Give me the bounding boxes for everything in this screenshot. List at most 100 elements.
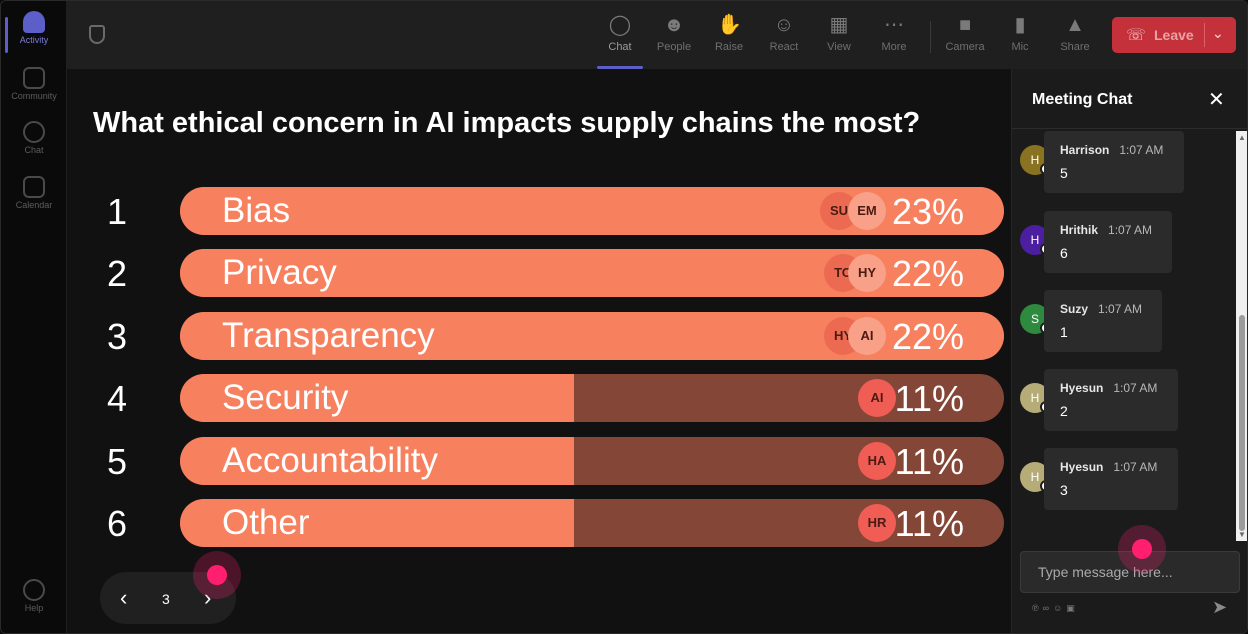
emoji-icon[interactable]: ☺ (1053, 603, 1067, 613)
sender-name: Suzy (1060, 302, 1089, 316)
message-bubble: Harrison 1:07 AM 5 (1044, 131, 1184, 193)
option-label: Bias (222, 191, 291, 230)
raise-hand-button[interactable]: ✋ Raise (704, 11, 754, 65)
scroll-down-icon[interactable]: ▼ (1238, 530, 1246, 539)
chevron-down-icon[interactable]: ⌄ (1212, 25, 1224, 41)
poll-question: What ethical concern in AI impacts suppl… (93, 107, 921, 139)
react-button[interactable]: ☺ React (759, 11, 809, 65)
option-percent: 22% (891, 316, 964, 357)
rail-item-calendar[interactable]: Calendar (1, 176, 67, 226)
chat-button-label: Chat (608, 41, 632, 53)
message-input[interactable]: Type message here... (1020, 551, 1240, 593)
option-number: 2 (107, 253, 128, 294)
chat-bubble-icon: ◯ (608, 14, 632, 36)
chat-button[interactable]: ◯ Chat (595, 11, 645, 69)
rail-item-community[interactable]: Community (1, 67, 67, 117)
chat-icon (23, 121, 45, 143)
chat-message: H Hyesun 1:07 AM 2 (1020, 369, 1230, 433)
more-button-label: More (881, 41, 907, 53)
people-button[interactable]: ☻ People (649, 11, 699, 65)
sender-name: Hrithik (1060, 223, 1099, 237)
community-icon (23, 67, 45, 89)
more-button[interactable]: ⋯ More (869, 11, 919, 65)
chevron-right-icon[interactable]: › (204, 585, 212, 610)
option-label: Accountability (222, 441, 438, 480)
chat-scrollbar[interactable]: ▲ ▼ (1236, 131, 1247, 541)
share-icon: ▲ (1065, 14, 1085, 36)
option-percent: 11% (894, 441, 964, 482)
camera-button[interactable]: ■ Camera (940, 11, 990, 65)
bell-icon (23, 11, 45, 33)
gif-icon[interactable]: ▣ (1066, 603, 1079, 613)
message-text: 6 (1060, 245, 1068, 261)
option-bar-fill (180, 437, 575, 485)
chat-message: H Hyesun 1:07 AM 3 (1020, 448, 1230, 512)
rail-item-help[interactable]: Help (1, 579, 67, 629)
voter-avatar: HA (858, 442, 896, 480)
scroll-up-icon[interactable]: ▲ (1238, 133, 1246, 142)
message-time: 1:07 AM (1113, 460, 1158, 474)
rail-item-chat[interactable]: Chat (1, 121, 67, 171)
message-text: 1 (1060, 324, 1068, 340)
option-percent: 23% (891, 191, 964, 232)
rail-item-label: Activity (19, 35, 49, 45)
message-text: 5 (1060, 165, 1068, 181)
react-button-label: React (769, 41, 799, 53)
option-bar: Privacy TO HY 22% (180, 249, 1004, 297)
people-button-label: People (656, 41, 692, 53)
message-text: 3 (1060, 482, 1068, 498)
sender-name: Harrison (1060, 143, 1110, 157)
meeting-chat-panel: Meeting Chat ✕ H Harrison 1:07 AM 5 H Hri… (1011, 69, 1247, 633)
option-bar: Accountability HA 11% (180, 437, 1004, 485)
camera-button-label: Camera (945, 41, 985, 53)
format-icon[interactable]: ℗ (1032, 603, 1043, 613)
option-bar: Transparency HY AI 22% (180, 312, 1004, 360)
sender-name: Hyesun (1060, 460, 1104, 474)
attach-icon[interactable]: ∞ (1042, 603, 1054, 613)
raise-button-label: Raise (714, 41, 744, 53)
chat-message: H Hrithik 1:07 AM 6 (1020, 211, 1230, 275)
share-button[interactable]: ▲ Share (1050, 11, 1100, 65)
poll-option: 4 Security AI 11% (67, 374, 1011, 422)
rail-item-label: Help (24, 603, 44, 613)
shield-icon (89, 25, 105, 44)
option-percent: 22% (891, 253, 964, 294)
camera-off-icon: ■ (958, 14, 972, 36)
mic-button-label: Mic (1011, 41, 1029, 53)
chat-title: Meeting Chat (1032, 91, 1133, 108)
option-number: 3 (107, 316, 128, 357)
option-bar: Security AI 11% (180, 374, 1004, 422)
poll-option: 3 Transparency HY AI 22% (67, 312, 1011, 360)
pointer-highlight (193, 551, 241, 599)
scrollbar-thumb[interactable] (1239, 315, 1245, 531)
people-icon: ☻ (663, 14, 685, 36)
message-time: 1:07 AM (1098, 302, 1143, 316)
option-number: 1 (107, 191, 128, 232)
chevron-left-icon[interactable]: ‹ (120, 585, 128, 610)
option-percent: 11% (894, 503, 964, 544)
more-dots-icon: ⋯ (884, 14, 904, 36)
message-bubble: Hrithik 1:07 AM 6 (1044, 211, 1172, 273)
close-icon[interactable]: ✕ (1208, 89, 1225, 111)
option-percent: 11% (894, 378, 964, 419)
share-button-label: Share (1060, 41, 1090, 53)
rail-item-label: Calendar (15, 200, 53, 210)
mic-icon: ▮ (1014, 14, 1026, 36)
leave-button[interactable]: ☏ Leave ⌄ (1112, 17, 1236, 53)
send-icon[interactable]: ➤ (1212, 597, 1228, 617)
option-number: 4 (107, 378, 128, 419)
leave-divider (1204, 23, 1205, 47)
rail-item-activity[interactable]: Activity (1, 11, 67, 61)
view-button[interactable]: ▦ View (814, 11, 864, 65)
message-text: 2 (1060, 403, 1068, 419)
sender-name: Hyesun (1060, 381, 1104, 395)
calendar-icon (23, 176, 45, 198)
message-bubble: Hyesun 1:07 AM 3 (1044, 448, 1178, 510)
voter-avatar: HY (848, 254, 886, 292)
poll-option: 2 Privacy TO HY 22% (67, 249, 1011, 297)
option-label: Other (222, 503, 310, 542)
poll-option: 1 Bias SU EM 23% (67, 187, 1011, 235)
mic-button[interactable]: ▮ Mic (995, 11, 1045, 65)
message-time: 1:07 AM (1108, 223, 1153, 237)
